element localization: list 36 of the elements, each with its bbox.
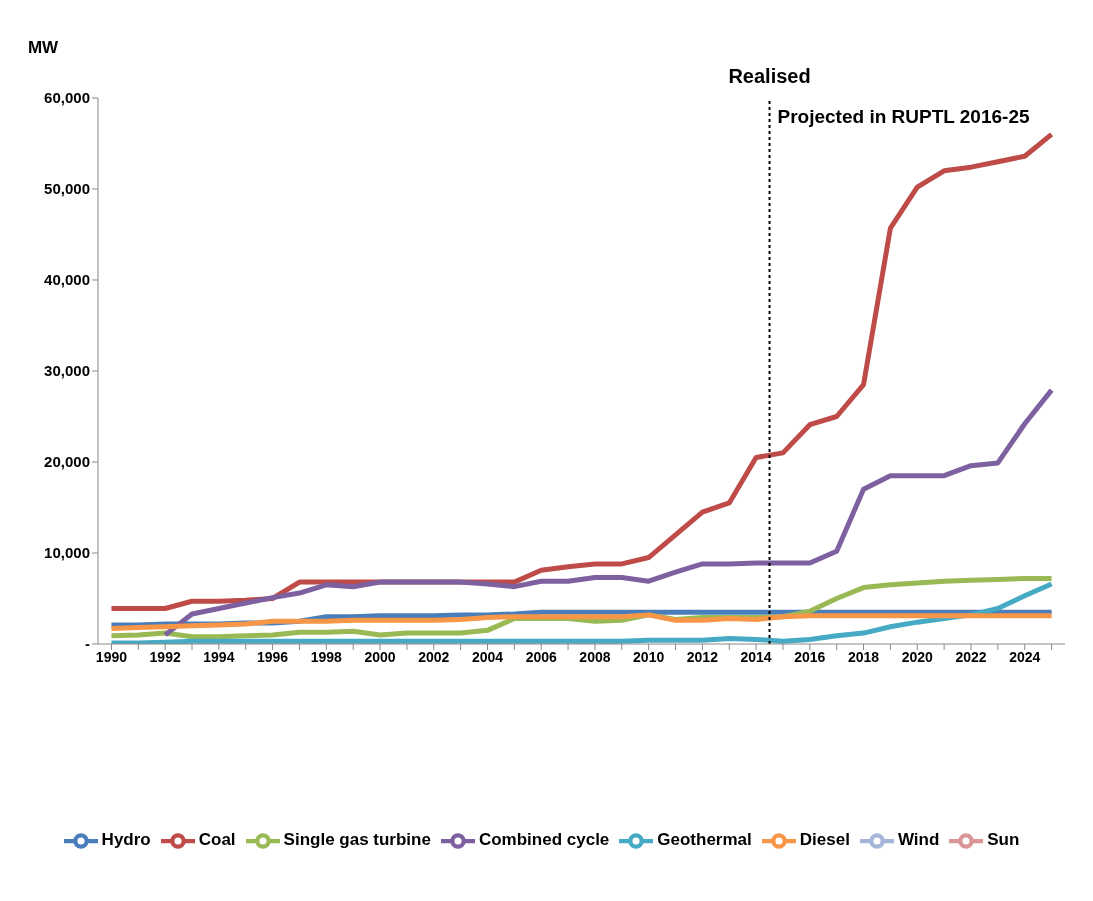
x-tick-label: 2006 [525, 648, 557, 665]
x-tick-label: 1998 [310, 648, 343, 665]
ref-line-label: Realised [728, 65, 811, 87]
x-tick-label: 1994 [203, 648, 235, 665]
x-tick-label: 2014 [740, 648, 772, 665]
x-tick-label: 2004 [471, 648, 504, 665]
x-tick-label: 2022 [955, 648, 987, 665]
legend-label: Wind [897, 830, 940, 850]
y-tick-label: 10,000 [44, 544, 90, 562]
x-tick-label: 2010 [633, 648, 665, 665]
legend-label: Geothermal [657, 830, 752, 850]
y-tick-label: 20,000 [44, 453, 90, 471]
x-tick-label: 1990 [95, 648, 128, 665]
x-tick-label: 2016 [794, 648, 826, 665]
y-tick-label: 40,000 [44, 271, 90, 289]
x-tick-label: 1996 [257, 648, 289, 665]
y-axis-title: MW [27, 38, 60, 57]
x-tick-label: 2000 [364, 648, 396, 665]
y-tick-label: 60,000 [44, 89, 90, 107]
legend-label: Single gas turbine [283, 830, 431, 850]
legend-label: Hydro [101, 830, 151, 850]
x-tick-label: 2008 [579, 648, 611, 665]
x-tick-label: 2018 [847, 648, 880, 665]
annotation: Projected in RUPTL 2016-25 [777, 105, 1030, 127]
legend-label: Diesel [799, 830, 850, 850]
x-tick-label: 2024 [1009, 648, 1041, 665]
legend-label: Combined cycle [478, 830, 610, 850]
x-tick-label: 1992 [149, 648, 181, 665]
y-tick-label: 50,000 [44, 180, 90, 198]
x-tick-label: 2002 [418, 648, 450, 665]
y-tick-label: 30,000 [44, 362, 90, 380]
x-tick-label: 2020 [901, 648, 934, 665]
y-tick-label: - [85, 635, 90, 653]
legend-label: Coal [198, 830, 236, 850]
x-tick-label: 2012 [686, 648, 719, 665]
legend-label: Sun [987, 830, 1020, 850]
